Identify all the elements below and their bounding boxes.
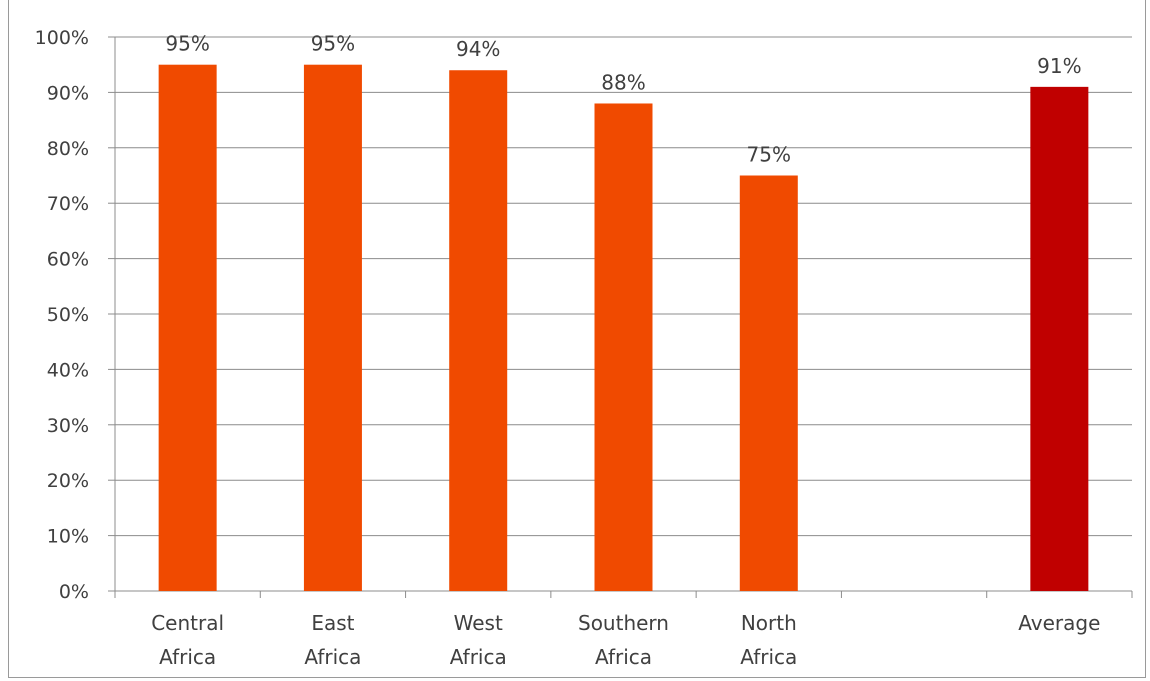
- bar: [739, 175, 798, 591]
- data-label: 95%: [311, 32, 355, 56]
- bar: [449, 70, 508, 592]
- data-label: 94%: [456, 37, 500, 61]
- bar: [158, 64, 217, 591]
- x-category-label: Africa: [595, 645, 652, 669]
- y-tick-label: 80%: [47, 138, 89, 160]
- y-tick-label: 70%: [47, 193, 89, 215]
- x-category-label: Africa: [740, 645, 797, 669]
- bar: [303, 64, 362, 591]
- y-tick-label: 0%: [59, 581, 89, 603]
- bar: [594, 103, 653, 591]
- x-category-label: Central: [151, 611, 224, 635]
- y-tick-label: 100%: [35, 27, 89, 49]
- bar: [1030, 86, 1089, 592]
- y-tick-label: 10%: [47, 526, 89, 548]
- x-category-label: North: [741, 611, 797, 635]
- y-tick-label: 20%: [47, 470, 89, 492]
- data-label: 75%: [747, 143, 791, 167]
- data-label: 95%: [165, 32, 209, 56]
- x-category-label: East: [311, 611, 354, 635]
- y-tick-label: 40%: [47, 359, 89, 381]
- x-category-label: Africa: [304, 645, 361, 669]
- x-category-label: Average: [1018, 611, 1100, 635]
- x-category-label: Africa: [450, 645, 507, 669]
- x-category-label: Southern: [578, 611, 669, 635]
- x-category-label: West: [454, 611, 503, 635]
- y-tick-label: 60%: [47, 249, 89, 271]
- x-category-label: Africa: [159, 645, 216, 669]
- y-tick-label: 50%: [47, 304, 89, 326]
- y-tick-label: 90%: [47, 82, 89, 104]
- data-label: 91%: [1037, 54, 1081, 78]
- data-label: 88%: [601, 70, 645, 94]
- y-tick-label: 30%: [47, 415, 89, 437]
